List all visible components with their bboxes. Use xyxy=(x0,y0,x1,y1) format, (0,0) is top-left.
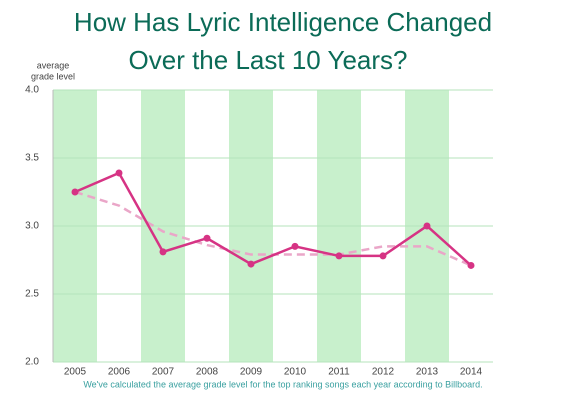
x-tick-label: 2008 xyxy=(196,367,219,378)
y-tick-label: 3.0 xyxy=(25,221,39,232)
data-point xyxy=(203,234,211,242)
data-point xyxy=(379,252,387,260)
y-axis-label: grade level xyxy=(31,71,75,81)
data-point xyxy=(423,222,431,230)
x-tick-label: 2012 xyxy=(372,367,395,378)
x-tick-label: 2006 xyxy=(108,367,131,378)
y-tick-label: 3.5 xyxy=(25,153,39,164)
chart-title: Over the Last 10 Years? xyxy=(129,45,408,75)
y-axis-label: average xyxy=(37,60,70,70)
y-tick-label: 2.0 xyxy=(25,357,39,368)
chart-title: How Has Lyric Intelligence Changed xyxy=(74,7,492,37)
x-tick-label: 2011 xyxy=(328,367,350,378)
data-point xyxy=(159,248,167,256)
x-tick-label: 2005 xyxy=(64,367,87,378)
x-tick-label: 2013 xyxy=(416,367,439,378)
x-tick-label: 2014 xyxy=(460,367,483,378)
data-line xyxy=(74,171,472,267)
data-point xyxy=(291,242,299,250)
data-point xyxy=(467,261,475,269)
data-point xyxy=(71,188,79,196)
data-point xyxy=(115,169,123,177)
y-tick-label: 4.0 xyxy=(25,85,39,96)
y-tick-label: 2.5 xyxy=(25,289,39,300)
caption: We've calculated the average grade level… xyxy=(83,379,482,389)
data-point xyxy=(335,252,343,260)
data-point xyxy=(247,260,255,268)
x-tick-label: 2007 xyxy=(152,367,175,378)
x-tick-label: 2010 xyxy=(284,367,307,378)
x-tick-label: 2009 xyxy=(240,367,263,378)
